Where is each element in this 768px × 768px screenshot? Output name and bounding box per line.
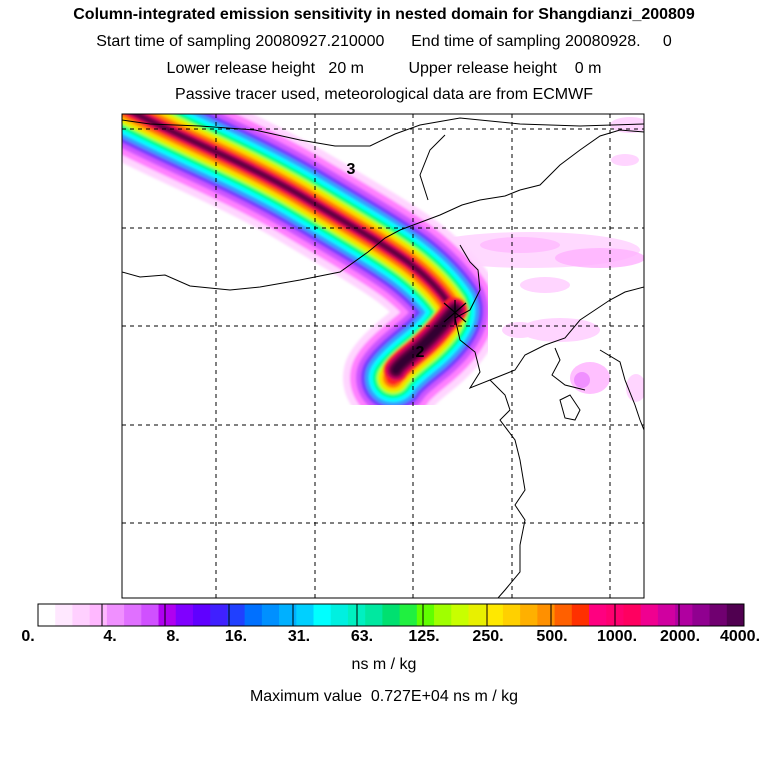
colorbar-swatch — [451, 604, 469, 626]
colorbar-swatch — [210, 604, 228, 626]
colorbar-swatch — [399, 604, 418, 626]
colorbar-tick-label: 1000. — [596, 628, 638, 645]
colorbar-swatch — [416, 604, 435, 626]
colorbar-swatch — [709, 604, 728, 626]
plume-label-2: 2 — [416, 344, 425, 361]
colorbar-swatch — [192, 604, 211, 626]
colorbar-swatch — [365, 604, 383, 626]
plume — [122, 114, 501, 428]
colorbar-swatch — [175, 604, 194, 626]
colorbar-swatch — [554, 604, 573, 626]
colorbar-swatch — [571, 604, 590, 626]
colorbar-tick-label: 31. — [287, 628, 311, 645]
map-title: Column-integrated emission sensitivity i… — [73, 6, 695, 23]
colorbar — [37, 603, 745, 627]
colorbar-swatch — [244, 604, 263, 626]
colorbar-swatch — [382, 604, 401, 626]
colorbar-swatch — [330, 604, 349, 626]
colorbar-swatch — [692, 604, 711, 626]
colorbar-swatch — [485, 604, 504, 626]
colorbar-swatch — [158, 604, 177, 626]
colorbar-tick-label: 63. — [350, 628, 374, 645]
colorbar-swatch — [106, 604, 125, 626]
colorbar-swatch — [520, 604, 538, 626]
colorbar-swatch — [623, 604, 642, 626]
colorbar-swatch — [55, 604, 73, 626]
colorbar-tick-label: 0. — [21, 628, 35, 645]
colorbar-swatch — [537, 604, 556, 626]
colorbar-swatch — [468, 604, 487, 626]
map-frame — [121, 113, 645, 599]
colorbar-tick-label: 8. — [166, 628, 180, 645]
colorbar-swatch — [227, 604, 246, 626]
colorbar-swatch — [141, 604, 160, 626]
coastlines-borders — [122, 117, 644, 598]
colorbar-swatch — [657, 604, 676, 626]
maximum-value-text: Maximum value 0.727E+04 ns m / kg — [249, 688, 519, 705]
colorbar-tick-label: 250. — [472, 628, 504, 645]
colorbar-units: ns m / kg — [351, 656, 417, 673]
colorbar-swatch — [89, 604, 108, 626]
colorbar-swatch — [261, 604, 280, 626]
colorbar-swatch — [589, 604, 607, 626]
colorbar-swatch — [675, 604, 693, 626]
colorbar-swatch — [38, 604, 56, 626]
sampling-time-line: Start time of sampling 20080927.210000 E… — [96, 33, 672, 50]
colorbar-swatch — [640, 604, 659, 626]
colorbar-swatch — [124, 604, 142, 626]
colorbar-swatch — [726, 604, 745, 626]
receptor-site-marker — [443, 300, 467, 325]
colorbar-tick-label: 125. — [408, 628, 440, 645]
colorbar-swatch — [502, 604, 521, 626]
colorbar-tick-label: 2000. — [659, 628, 701, 645]
colorbar-tick-label: 16. — [224, 628, 248, 645]
colorbar-swatch — [313, 604, 332, 626]
colorbar-swatch — [72, 604, 91, 626]
colorbar-frame — [37, 603, 745, 627]
colorbar-swatch — [434, 604, 452, 626]
colorbar-tick-label: 4000. — [719, 628, 761, 645]
colorbar-tick-label: 4. — [103, 628, 117, 645]
colorbar-swatch — [296, 604, 315, 626]
colorbar-tick-label: 500. — [536, 628, 568, 645]
plume-label-3: 3 — [347, 161, 356, 178]
release-height-line: Lower release height 20 m Upper release … — [166, 60, 602, 77]
colorbar-swatch — [279, 604, 297, 626]
tracer-info-line: Passive tracer used, meteorological data… — [175, 86, 593, 103]
